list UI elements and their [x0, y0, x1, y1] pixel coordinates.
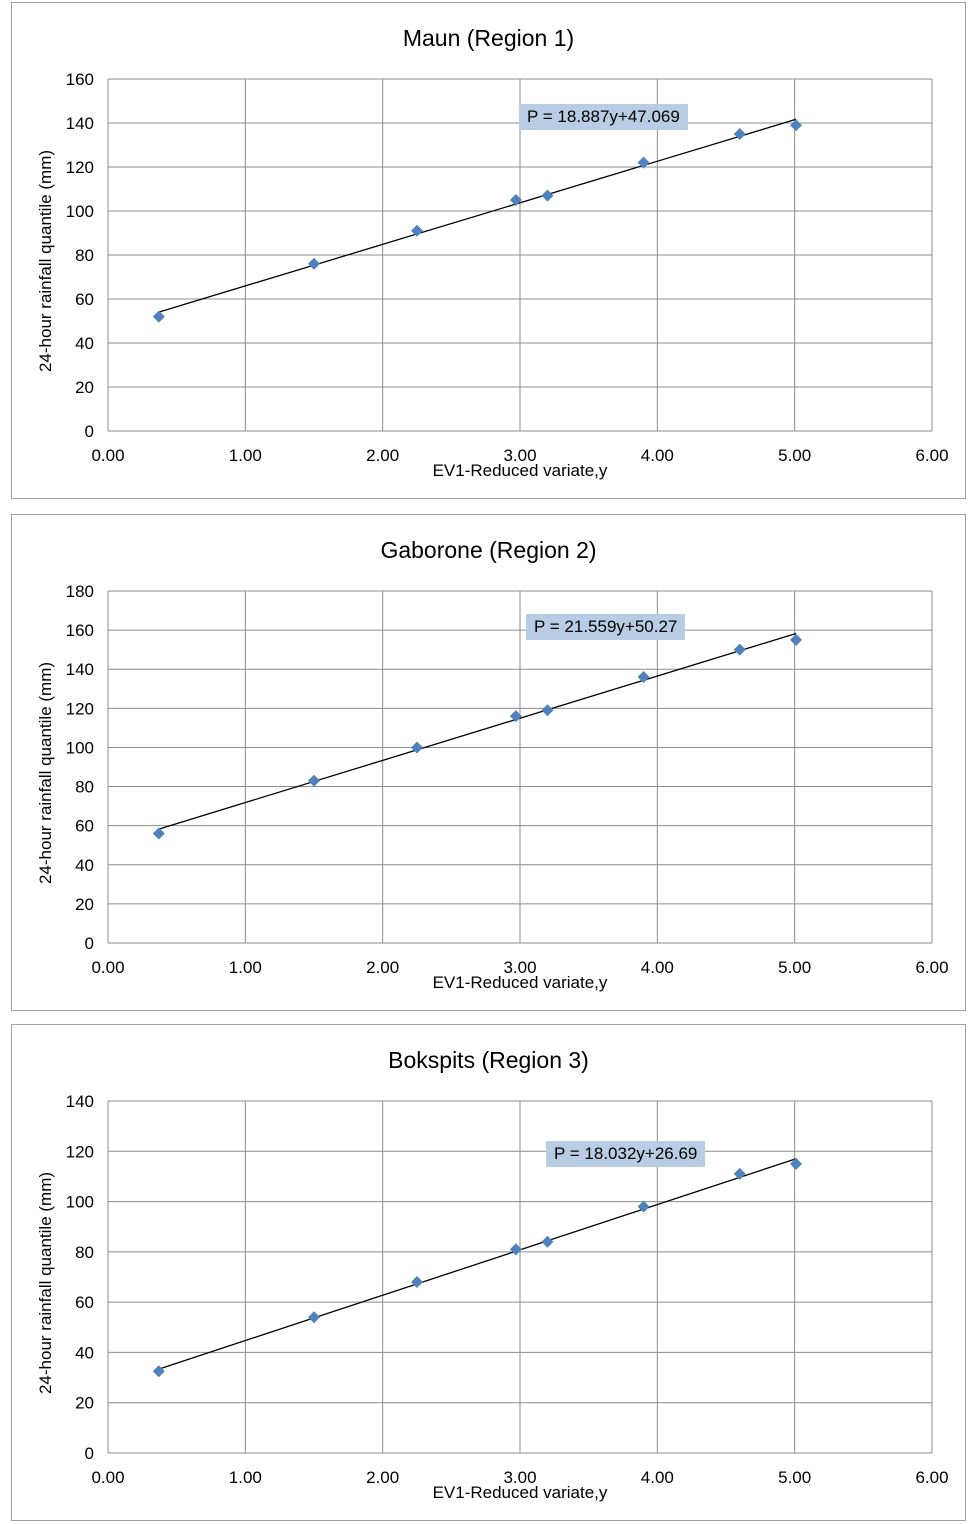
y-tick-label: 0: [85, 1444, 94, 1463]
y-tick-label: 80: [75, 246, 94, 265]
y-tick-label: 160: [66, 70, 94, 89]
trendline-equation-label: P = 18.032y+26.69: [546, 1141, 706, 1167]
y-tick-label: 20: [75, 1394, 94, 1413]
x-tick-label: 2.00: [366, 1468, 399, 1487]
y-tick-label: 80: [75, 1243, 94, 1262]
y-tick-label: 0: [85, 934, 94, 953]
data-point: [790, 633, 803, 646]
chart-panel-bokspits: Bokspits (Region 3) 0 20 40 60 80 100 120 140 0.…: [11, 1024, 966, 1521]
x-tick-label: 1.00: [229, 958, 262, 977]
y-tick-label: 120: [66, 699, 94, 718]
data-point: [733, 643, 746, 656]
y-axis-label: 24-hour rainfall quantile (mm): [36, 661, 55, 885]
y-tick-label: 180: [66, 582, 94, 601]
x-tick-label: 1.00: [229, 1468, 262, 1487]
data-point: [411, 741, 423, 754]
data-point: [637, 1200, 650, 1213]
data-point: [637, 156, 650, 169]
data-point: [308, 257, 320, 270]
y-axis-label: 24-hour rainfall quantile (mm): [36, 1171, 55, 1395]
y-tick-label: 20: [75, 895, 94, 914]
y-tick-label: 40: [75, 334, 94, 353]
x-axis-label: EV1-Reduced variate,y: [432, 973, 608, 992]
y-axis-label: 24-hour rainfall quantile (mm): [36, 149, 55, 373]
data-point: [541, 704, 554, 717]
chart-plot: 0 20 40 60 80 100 120 140 160 180 0.00 1.00 2.00 3.00…: [66, 582, 949, 977]
y-tick-label: 0: [85, 422, 94, 441]
x-tick-label: 0.00: [91, 958, 124, 977]
data-point: [509, 710, 522, 723]
y-tick-label: 100: [66, 738, 94, 757]
chart-plot: 0 20 40 60 80 100 120 140 0.00 1.00 2.00 3.00 4.00 5.…: [66, 1092, 949, 1487]
x-tick-label: 2.00: [366, 958, 399, 977]
y-tick-label: 140: [66, 660, 94, 679]
x-tick-label: 6.00: [915, 958, 948, 977]
x-tick-label: 2.00: [366, 446, 399, 465]
x-tick-label: 6.00: [915, 1468, 948, 1487]
y-tick-label: 140: [66, 114, 94, 133]
x-axis-label: EV1-Reduced variate,y: [432, 1483, 608, 1502]
x-tick-label: 5.00: [778, 446, 811, 465]
x-tick-label: 3.00: [503, 958, 536, 977]
chart-title: Bokspits (Region 3): [388, 1047, 589, 1073]
data-point: [411, 224, 423, 237]
y-tick-label: 120: [66, 158, 94, 177]
y-tick-label: 40: [75, 856, 94, 875]
data-point: [509, 194, 522, 206]
x-tick-label: 0.00: [91, 1468, 124, 1487]
data-point: [152, 1365, 165, 1378]
y-tick-label: 120: [66, 1142, 94, 1161]
y-tick-label: 60: [75, 817, 94, 836]
chart-title: Maun (Region 1): [402, 25, 575, 51]
data-point: [733, 1167, 746, 1180]
y-tick-label: 60: [75, 290, 94, 309]
y-tick-label: 100: [66, 1193, 94, 1212]
y-tick-label: 160: [66, 621, 94, 640]
data-point: [152, 827, 165, 840]
trendline: [158, 1158, 797, 1370]
trendline-equation-label: P = 21.559y+50.27: [526, 614, 686, 640]
data-point: [790, 1157, 803, 1170]
data-point: [733, 128, 746, 140]
chart-title: Gaborone (Region 2): [380, 537, 597, 563]
y-tick-label: 100: [66, 202, 94, 221]
chart-plot: 0 20 40 60 80 100 120 140 160 0.00 1.00 2.00 3.00 4.0…: [66, 70, 949, 465]
data-point: [152, 310, 165, 323]
x-tick-label: 0.00: [91, 446, 124, 465]
data-point: [509, 1243, 522, 1256]
y-tick-label: 140: [66, 1092, 94, 1111]
data-point: [308, 774, 320, 787]
y-tick-label: 40: [75, 1343, 94, 1362]
x-tick-label: 4.00: [641, 958, 674, 977]
x-tick-label: 5.00: [778, 1468, 811, 1487]
x-tick-label: 6.00: [915, 446, 948, 465]
x-tick-label: 3.00: [503, 1468, 536, 1487]
y-tick-label: 60: [75, 1293, 94, 1312]
data-point: [541, 189, 554, 202]
x-tick-label: 5.00: [778, 958, 811, 977]
data-point: [411, 1276, 423, 1289]
data-point: [308, 1311, 320, 1324]
trendline: [158, 118, 797, 313]
trendline-equation-label: P = 18.887y+47.069: [519, 104, 688, 130]
chart-panel-maun: Maun (Region 1) 0 20 40 60 80 100 120 140 160 0.0…: [11, 2, 966, 499]
y-tick-label: 80: [75, 778, 94, 797]
data-point: [637, 671, 650, 684]
trendline: [158, 632, 797, 830]
data-point: [790, 119, 803, 132]
data-point: [541, 1235, 554, 1248]
chart-panel-gaborone: Gaborone (Region 2) 0 20 40 60 80 100 120 140 16…: [11, 514, 966, 1011]
x-tick-label: 4.00: [641, 1468, 674, 1487]
x-tick-label: 4.00: [641, 446, 674, 465]
y-tick-label: 20: [75, 378, 94, 397]
x-axis-label: EV1-Reduced variate,y: [432, 461, 608, 480]
x-tick-label: 3.00: [503, 446, 536, 465]
x-tick-label: 1.00: [229, 446, 262, 465]
